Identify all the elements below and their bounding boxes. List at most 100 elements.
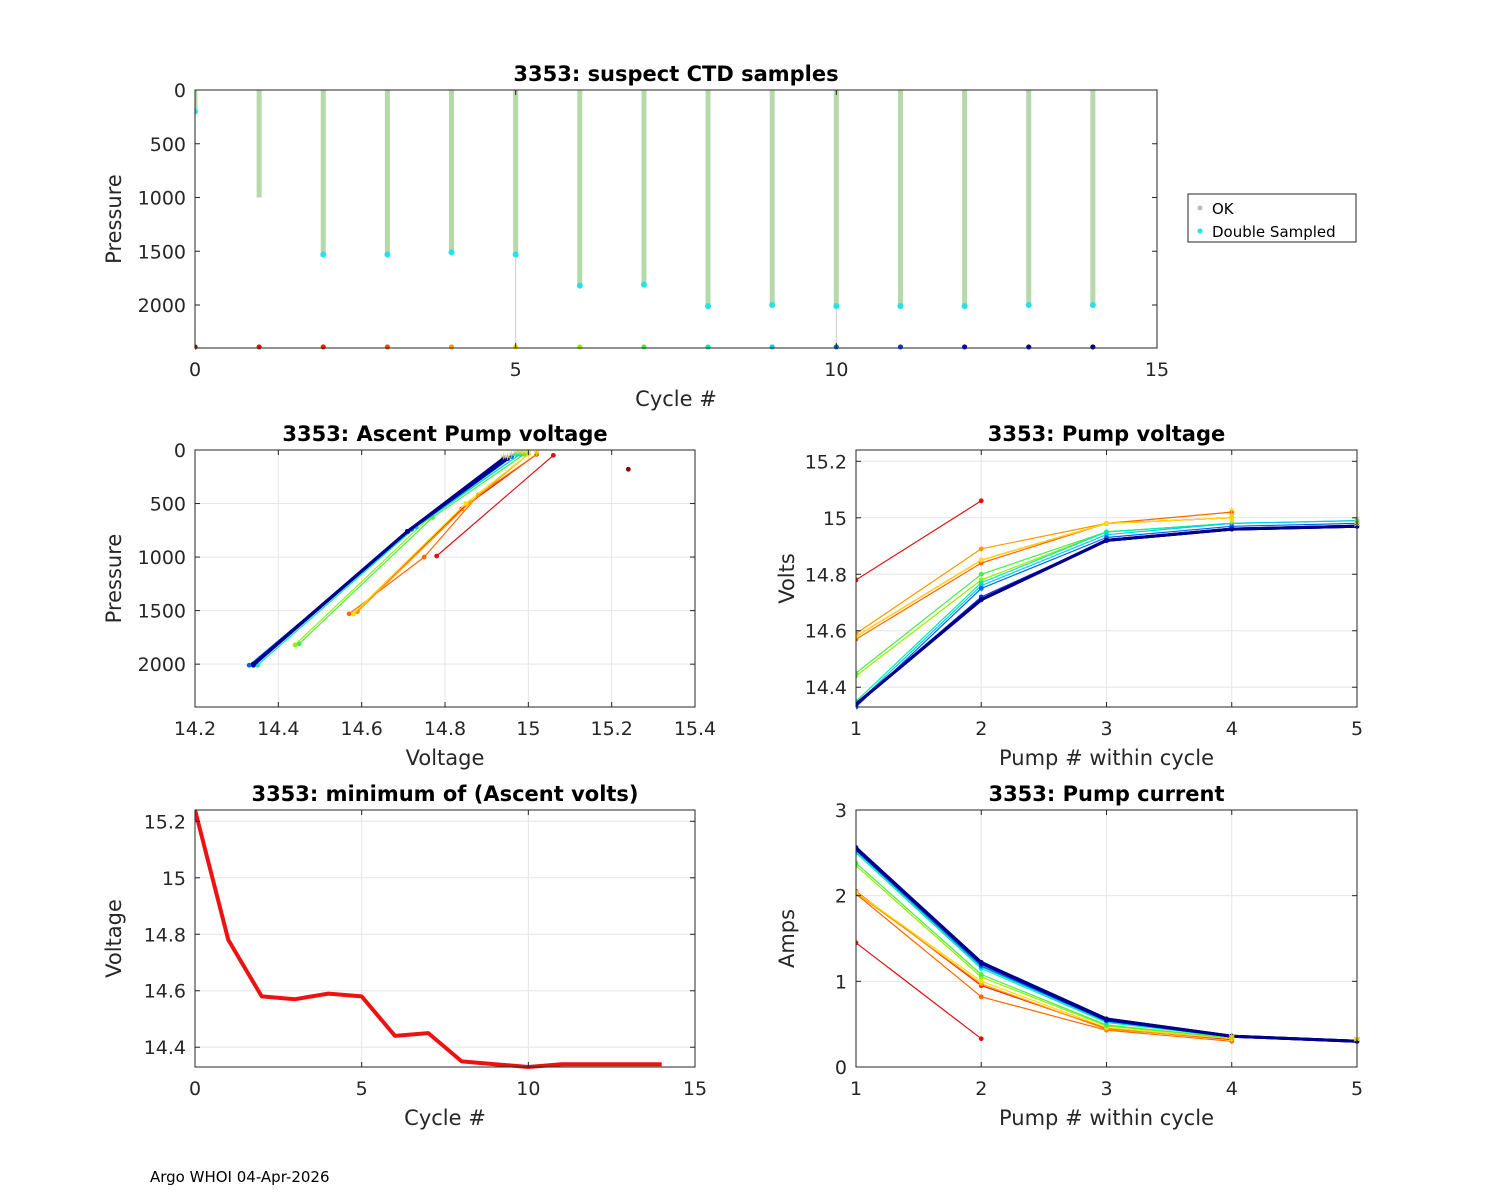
double-sampled-point <box>320 251 327 258</box>
chart-ascent-pump-voltage: ************* 14.2 14.4 14.6 14.8 15 15.2 15.4 0… <box>102 422 716 770</box>
series-line <box>856 511 1232 640</box>
y-tick-label: 14.8 <box>144 924 186 946</box>
y-tick-label: 15.2 <box>805 451 847 473</box>
x-tick-label: 0 <box>189 359 201 381</box>
x-tick-label: 10 <box>824 359 848 381</box>
x-tick-label: 4 <box>1226 718 1238 740</box>
y-tick-label: 0 <box>174 80 186 102</box>
star-marker: * <box>1229 512 1236 527</box>
plot-area <box>195 90 1157 348</box>
series-point <box>978 1036 984 1042</box>
star-marker: * <box>1229 506 1236 521</box>
axes-box <box>194 809 696 1068</box>
x-axis-label: Cycle # <box>635 387 717 411</box>
x-tick-label: 14.2 <box>174 718 216 740</box>
y-axis-label: Pressure <box>102 174 126 264</box>
star-marker: * <box>517 448 524 463</box>
x-tick-label: 15 <box>516 718 540 740</box>
plot-marks <box>195 809 662 1069</box>
y-axis-label: Voltage <box>102 899 126 978</box>
series-point <box>978 978 984 984</box>
star-marker: * <box>1229 1034 1236 1049</box>
star-marker: * <box>521 448 528 463</box>
legend: OK Double Sampled <box>1187 193 1357 243</box>
y-tick-label: 15 <box>162 868 186 890</box>
cycle-marker-point <box>256 344 262 350</box>
series-point <box>1229 526 1235 532</box>
star-marker: * <box>1229 1032 1236 1047</box>
series-point <box>521 451 527 457</box>
series-point <box>1104 537 1109 543</box>
series-line <box>856 893 1232 1042</box>
series-point <box>500 456 506 461</box>
star-marker: * <box>1229 1032 1236 1047</box>
double-sampled-point <box>640 281 647 288</box>
x-tick-label: 15.2 <box>591 718 633 740</box>
series-point <box>856 577 859 583</box>
series-point <box>856 889 859 895</box>
star-marker: * <box>513 448 520 463</box>
plot-area <box>195 810 695 1067</box>
series-line <box>436 454 554 557</box>
double-sampled-point <box>448 249 455 256</box>
x-axis-label: Pump # within cycle <box>999 1106 1214 1130</box>
y-tick-label: 3 <box>835 800 847 822</box>
series-point <box>434 553 440 559</box>
series-point <box>1229 1033 1235 1039</box>
chart-pump-voltage: ****** ******* 1 2 3 4 5 14.4 14.6 14.8 15 15.2 3353… <box>775 422 1363 770</box>
series-line <box>348 453 538 615</box>
series-point <box>978 546 984 552</box>
series-point <box>405 528 410 534</box>
double-sampled-point <box>705 303 712 310</box>
chart-suspect-ctd-samples: 0 5 10 15 0 500 1000 1500 2000 3353: suspect CTD … <box>102 62 1169 411</box>
series-point <box>1104 521 1109 526</box>
series-point <box>978 972 984 977</box>
series-point <box>1104 1016 1109 1022</box>
series-point <box>625 466 631 472</box>
legend-double-sampled-label: Double Sampled <box>1212 223 1336 241</box>
series-point <box>517 451 523 457</box>
series-point <box>550 452 556 458</box>
series-point <box>505 456 510 461</box>
x-tick-label: 5 <box>510 359 522 381</box>
legend-ok-label: OK <box>1212 200 1235 218</box>
series-point <box>978 585 984 591</box>
star-marker: * <box>525 448 532 463</box>
series-point <box>463 501 469 506</box>
chart-title: 3353: minimum of (Ascent volts) <box>251 782 638 806</box>
y-tick-label: 2000 <box>138 295 186 317</box>
double-sampled-point <box>384 251 391 258</box>
y-axis-label: Volts <box>775 553 799 604</box>
x-tick-label: 15.4 <box>674 718 716 740</box>
cycle-marker-point <box>962 344 968 350</box>
series-point <box>534 451 540 457</box>
star-marker: * <box>504 453 511 468</box>
chart-title: 3353: suspect CTD samples <box>513 62 838 86</box>
series-line <box>856 517 1232 637</box>
series-point <box>978 557 984 563</box>
axes-box <box>194 89 1158 349</box>
double-sampled-point <box>769 302 776 308</box>
y-tick-label: 1000 <box>138 547 186 569</box>
legend-box <box>1187 193 1357 243</box>
series-point <box>978 597 984 603</box>
series-point <box>856 633 859 639</box>
cycle-marker-point <box>1090 344 1096 350</box>
double-sampled-point <box>1089 302 1096 308</box>
y-tick-label: 1 <box>835 971 847 993</box>
x-tick-label: 5 <box>1351 1078 1363 1100</box>
series-point <box>856 940 859 946</box>
x-axis-label: Pump # within cycle <box>999 746 1214 770</box>
cycle-marker-point <box>897 344 904 350</box>
star-marker: * <box>508 450 515 465</box>
double-sampled-point <box>1025 302 1032 308</box>
series-point <box>296 641 302 647</box>
x-axis-label: Cycle # <box>404 1106 486 1130</box>
star-marker: * <box>533 448 540 463</box>
x-tick-label: 5 <box>356 1078 368 1100</box>
y-tick-label: 1500 <box>138 601 186 623</box>
plot-marks: ************* <box>856 498 1361 710</box>
star-marker: * <box>1229 1035 1236 1050</box>
y-tick-label: 0 <box>835 1057 847 1079</box>
